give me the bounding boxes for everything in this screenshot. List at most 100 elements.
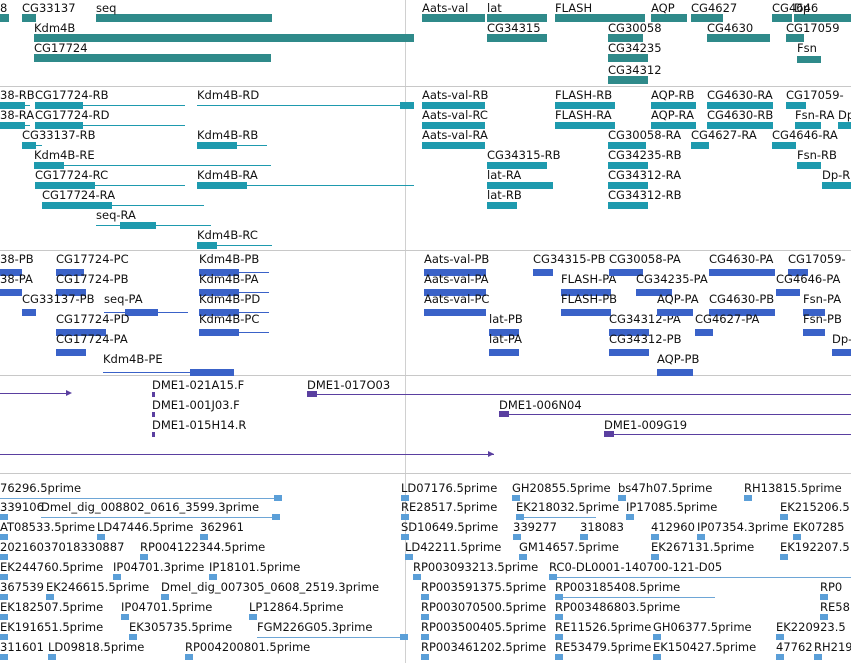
feature-label: CG34315-RB — [487, 148, 561, 162]
feature-exon-block — [422, 122, 485, 129]
feature-exon-block — [780, 554, 788, 560]
feature-label: 311601 — [0, 640, 44, 654]
feature-label: DME1-006N04 — [499, 398, 582, 412]
feature-exon-block — [707, 122, 773, 129]
feature-label: AQP-RA — [651, 108, 694, 122]
feature-label: GM14657.5prime — [519, 540, 619, 554]
feature-exon-block — [608, 76, 648, 84]
feature-exon-block — [820, 614, 828, 620]
feature-label: Fsn-PA — [803, 292, 842, 306]
feature-label: bs47h07.5prime — [618, 481, 713, 495]
feature-label: EK192207.5 — [780, 540, 850, 554]
feature-label: CG4646-PA — [776, 272, 841, 286]
feature-exon-block — [707, 102, 773, 109]
feature-exon-block — [609, 349, 649, 356]
feature-exon-block — [744, 495, 752, 501]
feature-label: CG34312-RA — [608, 168, 682, 182]
feature-intron-line — [197, 105, 414, 106]
feature-label: CG34312-RB — [608, 188, 682, 202]
feature-exon-block — [185, 654, 193, 660]
feature-label: CG17724-PB — [56, 272, 129, 286]
feature-label: EK191651.5prime — [0, 620, 104, 634]
feature-exon-block — [772, 14, 792, 22]
feature-exon-block — [0, 102, 25, 109]
feature-label: LD47446.5prime — [97, 520, 194, 534]
feature-exon-block — [580, 534, 588, 540]
feature-exon-block — [618, 495, 626, 501]
feature-label: FLASH-RA — [555, 108, 612, 122]
feature-exon-block — [121, 614, 129, 620]
feature-label: 339277 — [513, 520, 557, 534]
feature-exon-block — [413, 574, 421, 580]
feature-exon-block — [487, 34, 547, 42]
feature-label: RP0 — [820, 580, 843, 594]
feature-label: Aats-val-RC — [422, 108, 488, 122]
feature-exon-block — [555, 654, 563, 660]
feature-exon-block — [0, 574, 8, 580]
feature-label: CG34312 — [608, 63, 662, 77]
feature-exon-block — [129, 634, 137, 640]
feature-label: 362961 — [200, 520, 244, 534]
feature-intron-line — [516, 517, 596, 518]
feature-intron-line — [35, 185, 185, 186]
feature-label: CG4630-PB — [709, 292, 775, 306]
feature-exon-block — [636, 289, 672, 296]
feature-exon-block — [424, 269, 486, 276]
feature-exon-block — [512, 495, 520, 501]
feature-label: Dp-R — [822, 168, 851, 182]
feature-exon-block — [555, 594, 563, 600]
feature-exon-block — [793, 534, 801, 540]
feature-exon-block — [803, 309, 825, 316]
feature-label: 8 — [0, 1, 8, 15]
feature-exon-block — [0, 654, 8, 660]
feature-exon-block — [487, 182, 553, 189]
feature-exon-block — [709, 269, 775, 276]
feature-exon-block — [691, 142, 709, 149]
feature-label: CG17724-PD — [56, 312, 130, 326]
feature-exon-block — [0, 614, 8, 620]
strand-arrow-icon — [488, 451, 494, 457]
feature-exon-block — [401, 514, 409, 520]
feature-exon-block — [22, 142, 36, 149]
feature-label: 20216037018330887 — [0, 540, 125, 554]
feature-exon-block — [400, 102, 414, 109]
feature-exon-block — [190, 369, 234, 376]
feature-label: Aats-val-PB — [424, 252, 490, 266]
feature-label: IP04701.3prime — [113, 560, 205, 574]
feature-label: EK220923.5 — [776, 620, 846, 634]
feature-label: 318083 — [580, 520, 624, 534]
feature-exon-block — [249, 614, 257, 620]
feature-exon-block — [604, 431, 614, 437]
feature-label: CG17059- — [788, 252, 846, 266]
feature-label: CG33137-RB — [22, 128, 96, 142]
feature-exon-block — [820, 594, 828, 600]
feature-exon-block — [487, 162, 547, 169]
feature-intron-line — [555, 597, 715, 598]
feature-label: lat-RA — [487, 168, 522, 182]
feature-label: lat-PB — [489, 312, 523, 326]
feature-label: Kdm4B-RE — [34, 148, 95, 162]
feature-exon-block — [274, 495, 282, 501]
feature-exon-block — [626, 514, 634, 520]
feature-exon-block — [657, 369, 693, 376]
feature-exon-block — [608, 142, 646, 149]
feature-exon-block — [200, 534, 208, 540]
feature-label: CG17724-PA — [56, 332, 128, 346]
feature-exon-block — [555, 102, 615, 109]
feature-exon-block — [272, 514, 280, 520]
feature-label: RH13815.5prime — [744, 481, 842, 495]
feature-exon-block — [555, 614, 563, 620]
feature-exon-block — [786, 102, 806, 109]
feature-exon-block — [96, 14, 272, 22]
feature-label: Kdm4B-PD — [199, 292, 261, 306]
feature-intron-line — [604, 434, 851, 435]
feature-exon-block — [832, 349, 851, 356]
feature-label: GH06377.5prime — [653, 620, 752, 634]
feature-exon-block — [0, 289, 22, 296]
feature-label: Fsn-RA — [795, 108, 835, 122]
feature-label: EK218032.5prime — [516, 500, 620, 514]
feature-exon-block — [34, 34, 414, 42]
feature-label: Kdm4B-PC — [199, 312, 260, 326]
feature-exon-block — [421, 654, 429, 660]
feature-label: RE11526.5prime — [555, 620, 652, 634]
